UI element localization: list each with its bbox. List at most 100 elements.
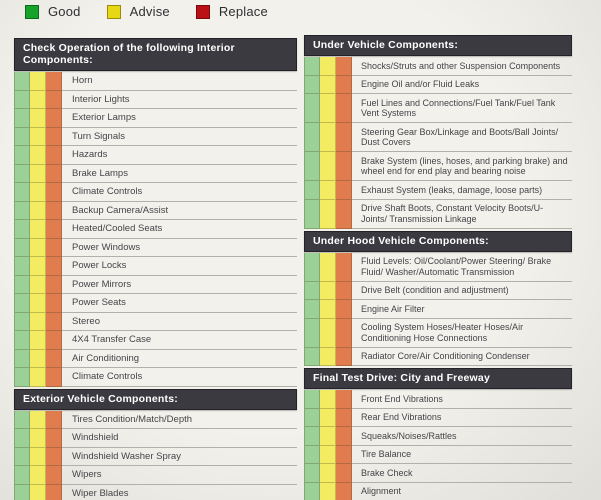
advise-checkbox-cell[interactable] — [320, 252, 336, 282]
good-checkbox-cell[interactable] — [14, 368, 30, 387]
good-checkbox-cell[interactable] — [14, 447, 30, 466]
advise-checkbox-cell[interactable] — [30, 466, 46, 485]
advise-checkbox-cell[interactable] — [30, 183, 46, 202]
advise-checkbox-cell[interactable] — [320, 75, 336, 94]
advise-checkbox-cell[interactable] — [320, 347, 336, 366]
advise-checkbox-cell[interactable] — [30, 275, 46, 294]
good-checkbox-cell[interactable] — [14, 410, 30, 429]
replace-checkbox-cell[interactable] — [46, 72, 62, 91]
advise-checkbox-cell[interactable] — [320, 152, 336, 181]
advise-checkbox-cell[interactable] — [30, 312, 46, 331]
good-checkbox-cell[interactable] — [304, 318, 320, 348]
replace-checkbox-cell[interactable] — [46, 312, 62, 331]
good-checkbox-cell[interactable] — [14, 164, 30, 183]
replace-checkbox-cell[interactable] — [46, 410, 62, 429]
replace-checkbox-cell[interactable] — [336, 408, 352, 427]
replace-checkbox-cell[interactable] — [336, 123, 352, 152]
advise-checkbox-cell[interactable] — [30, 201, 46, 220]
advise-checkbox-cell[interactable] — [30, 429, 46, 448]
good-checkbox-cell[interactable] — [14, 146, 30, 165]
good-checkbox-cell[interactable] — [304, 152, 320, 181]
good-checkbox-cell[interactable] — [304, 482, 320, 500]
replace-checkbox-cell[interactable] — [336, 482, 352, 500]
replace-checkbox-cell[interactable] — [336, 427, 352, 446]
good-checkbox-cell[interactable] — [304, 94, 320, 123]
advise-checkbox-cell[interactable] — [320, 123, 336, 152]
good-checkbox-cell[interactable] — [14, 220, 30, 239]
replace-checkbox-cell[interactable] — [46, 127, 62, 146]
replace-checkbox-cell[interactable] — [46, 238, 62, 257]
replace-checkbox-cell[interactable] — [46, 349, 62, 368]
advise-checkbox-cell[interactable] — [320, 408, 336, 427]
good-checkbox-cell[interactable] — [14, 201, 30, 220]
good-checkbox-cell[interactable] — [14, 109, 30, 128]
replace-checkbox-cell[interactable] — [336, 57, 352, 76]
replace-checkbox-cell[interactable] — [336, 464, 352, 483]
good-checkbox-cell[interactable] — [14, 72, 30, 91]
replace-checkbox-cell[interactable] — [336, 252, 352, 282]
replace-checkbox-cell[interactable] — [46, 466, 62, 485]
advise-checkbox-cell[interactable] — [320, 318, 336, 348]
good-checkbox-cell[interactable] — [14, 349, 30, 368]
advise-checkbox-cell[interactable] — [320, 427, 336, 446]
advise-checkbox-cell[interactable] — [30, 164, 46, 183]
good-checkbox-cell[interactable] — [304, 252, 320, 282]
replace-checkbox-cell[interactable] — [336, 75, 352, 94]
advise-checkbox-cell[interactable] — [30, 127, 46, 146]
replace-checkbox-cell[interactable] — [336, 390, 352, 409]
replace-checkbox-cell[interactable] — [46, 275, 62, 294]
good-checkbox-cell[interactable] — [304, 408, 320, 427]
good-checkbox-cell[interactable] — [304, 464, 320, 483]
replace-checkbox-cell[interactable] — [336, 445, 352, 464]
good-checkbox-cell[interactable] — [14, 466, 30, 485]
good-checkbox-cell[interactable] — [14, 238, 30, 257]
advise-checkbox-cell[interactable] — [320, 300, 336, 319]
replace-checkbox-cell[interactable] — [46, 220, 62, 239]
good-checkbox-cell[interactable] — [304, 427, 320, 446]
replace-checkbox-cell[interactable] — [46, 183, 62, 202]
replace-checkbox-cell[interactable] — [336, 181, 352, 200]
good-checkbox-cell[interactable] — [14, 294, 30, 313]
good-checkbox-cell[interactable] — [14, 275, 30, 294]
replace-checkbox-cell[interactable] — [46, 447, 62, 466]
advise-checkbox-cell[interactable] — [30, 109, 46, 128]
replace-checkbox-cell[interactable] — [336, 152, 352, 181]
advise-checkbox-cell[interactable] — [320, 482, 336, 500]
advise-checkbox-cell[interactable] — [30, 220, 46, 239]
good-checkbox-cell[interactable] — [14, 331, 30, 350]
replace-checkbox-cell[interactable] — [46, 164, 62, 183]
advise-checkbox-cell[interactable] — [30, 146, 46, 165]
advise-checkbox-cell[interactable] — [30, 349, 46, 368]
replace-checkbox-cell[interactable] — [46, 331, 62, 350]
good-checkbox-cell[interactable] — [304, 300, 320, 319]
advise-checkbox-cell[interactable] — [320, 390, 336, 409]
good-checkbox-cell[interactable] — [14, 429, 30, 448]
advise-checkbox-cell[interactable] — [320, 94, 336, 123]
replace-checkbox-cell[interactable] — [46, 257, 62, 276]
advise-checkbox-cell[interactable] — [320, 57, 336, 76]
replace-checkbox-cell[interactable] — [46, 146, 62, 165]
advise-checkbox-cell[interactable] — [30, 368, 46, 387]
replace-checkbox-cell[interactable] — [46, 294, 62, 313]
good-checkbox-cell[interactable] — [304, 199, 320, 229]
replace-checkbox-cell[interactable] — [336, 318, 352, 348]
good-checkbox-cell[interactable] — [304, 181, 320, 200]
advise-checkbox-cell[interactable] — [30, 90, 46, 109]
advise-checkbox-cell[interactable] — [30, 72, 46, 91]
advise-checkbox-cell[interactable] — [30, 238, 46, 257]
advise-checkbox-cell[interactable] — [30, 257, 46, 276]
advise-checkbox-cell[interactable] — [30, 484, 46, 500]
good-checkbox-cell[interactable] — [304, 445, 320, 464]
replace-checkbox-cell[interactable] — [46, 201, 62, 220]
advise-checkbox-cell[interactable] — [320, 281, 336, 300]
advise-checkbox-cell[interactable] — [320, 445, 336, 464]
good-checkbox-cell[interactable] — [304, 347, 320, 366]
advise-checkbox-cell[interactable] — [320, 181, 336, 200]
good-checkbox-cell[interactable] — [14, 127, 30, 146]
good-checkbox-cell[interactable] — [14, 90, 30, 109]
advise-checkbox-cell[interactable] — [30, 294, 46, 313]
good-checkbox-cell[interactable] — [304, 123, 320, 152]
good-checkbox-cell[interactable] — [304, 390, 320, 409]
good-checkbox-cell[interactable] — [304, 57, 320, 76]
good-checkbox-cell[interactable] — [304, 75, 320, 94]
